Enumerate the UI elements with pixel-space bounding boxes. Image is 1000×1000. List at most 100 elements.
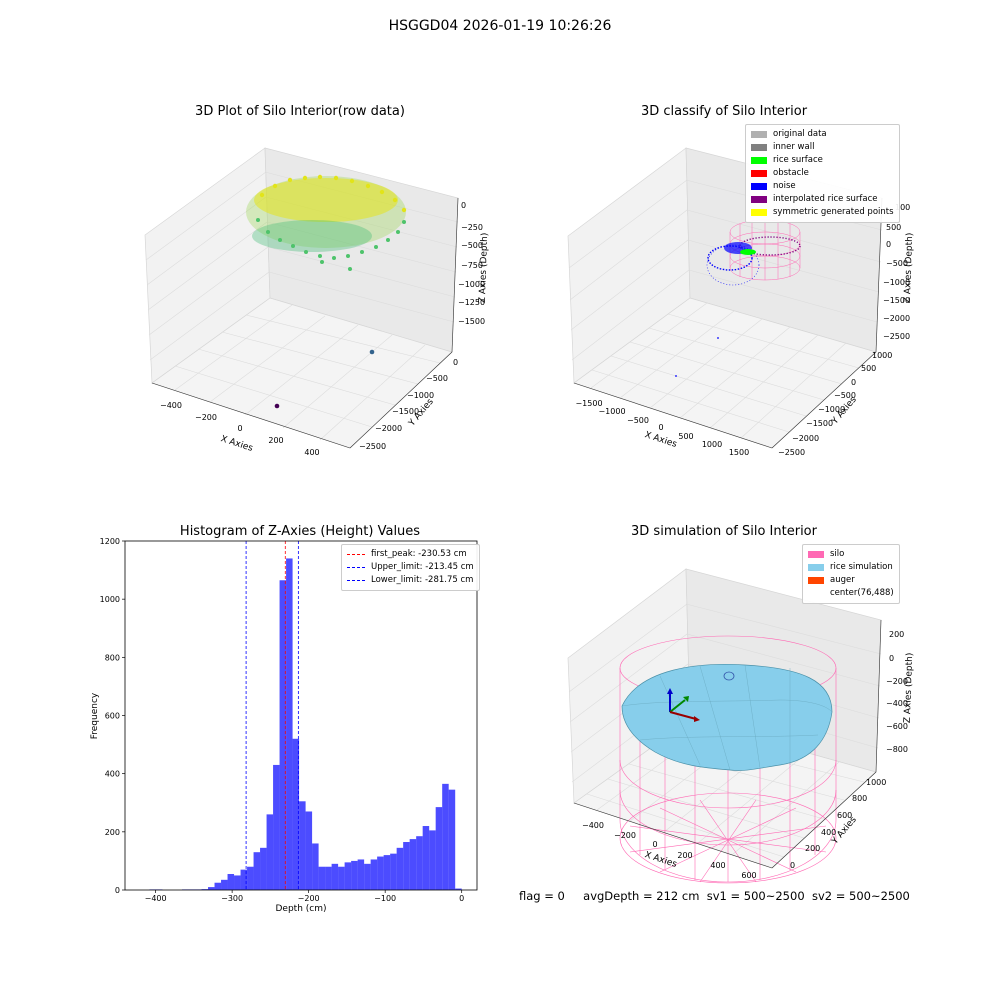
histogram-bar [221,879,228,890]
legend-item: original data [751,128,894,141]
legend-label: symmetric generated points [773,207,894,217]
histogram-bar [390,853,397,890]
histogram-bar [247,866,254,890]
raw-xtick: 200 [268,436,283,445]
histogram-bar [435,807,443,890]
histogram-bar [409,839,417,890]
simulation-ztick: 0 [889,654,894,663]
histogram-xtick-label: −400 [145,894,167,903]
classify-xtick: 1500 [729,448,749,457]
raw-zlabel: Z Axies (Depth) [478,233,490,304]
legend-item: first_peak: -230.53 cm [347,548,474,561]
histogram-bar [325,866,332,890]
simulation-xtick: 600 [741,871,756,880]
classify-xtick: −1000 [598,407,625,416]
legend-item: silo [808,548,894,561]
legend-label: original data [773,129,827,139]
legend-swatch [751,170,767,177]
classify-xlabel: X Axies [643,430,678,450]
legend-swatch [751,157,767,164]
classify-ytick: −1000 [818,405,845,414]
histogram-yticks: 0 200 400 600 800 1000 1200 [100,537,125,895]
simulation-xtick: 400 [710,861,725,870]
raw-xtick: −200 [195,413,217,422]
raw-point-cloud [246,174,407,271]
histogram-title: Histogram of Z-Axies (Height) Values [179,524,421,539]
histogram-bar [448,789,456,890]
legend-label: Lower_limit: -281.75 cm [371,575,474,585]
legend-item: noise [751,180,894,193]
histogram-bar [201,889,209,890]
legend-label: noise [773,181,796,191]
simulation-xtick: −200 [614,831,636,840]
histogram-bar [377,856,384,890]
histogram-bars [149,558,462,890]
raw-ztick: −750 [461,261,483,270]
classify-ztick-partial: 100 [895,203,910,212]
histogram-bar [351,860,358,890]
legend-label: Upper_limit: -213.45 cm [371,562,474,572]
histogram-axes: −400 −300 −200 −100 0 020040060080010001200 … [90,537,478,914]
legend-item: obstacle [751,167,894,180]
classify-ytick: −2500 [778,448,805,457]
raw-ztick: −1250 [458,298,485,307]
classify-xtick: 500 [678,432,693,441]
classify-ztick: −1500 [883,296,910,305]
histogram-bar [292,738,300,890]
simulation-ytick: 200 [805,844,820,853]
legend-label: first_peak: -230.53 cm [371,549,467,559]
histogram-ytick-label: 1000 [100,595,120,604]
raw-xtick: −400 [160,401,182,410]
raw-3d-axes: −400 −200 0 200 400 X Axies 0 −500 −1000… [144,147,490,457]
classify-3d-axes: −1500 −1000 −500 0 500 1000 1500 X Axies… [567,147,915,457]
classify-ytick: −2000 [792,434,819,443]
legend-line [347,567,365,568]
avg-depth-text: avgDepth = 212 cm [583,889,700,903]
legend-label: rice surface [773,155,823,165]
classify-ytick: 1000 [872,351,892,360]
classify-ztick: −500 [886,259,908,268]
simulation-rice-surface [621,663,833,771]
histogram-bar [266,814,274,890]
classify-xtick: 1000 [702,440,722,449]
histogram-bar [253,852,261,890]
raw-ztick: −1500 [458,317,485,326]
simulation-xtick: 200 [677,851,692,860]
classify-interpolated-surface [739,236,801,256]
legend-label: obstacle [773,168,809,178]
histogram-bar [279,580,287,890]
legend-swatch [808,564,824,571]
simulation-xlabel: X Axies [643,850,678,870]
classify-xtick: 0 [658,423,663,432]
legend-swatch [751,183,767,190]
legend-item: Lower_limit: -281.75 cm [347,574,474,587]
histogram-bar [227,874,235,890]
histogram-bar [240,869,248,890]
classify-legend: original data inner wall rice surface ob… [745,124,900,223]
simulation-3d-axes: −400 −200 0 200 400 600 X Axies 0 200 40… [567,568,915,884]
histogram-xtick-label: −100 [374,894,396,903]
histogram-xtick-label: −200 [298,894,320,903]
histogram-bar [208,887,215,890]
histogram-ytick-label: 0 [115,886,120,895]
histogram-bar [305,811,313,890]
simulation-ytick: 800 [852,794,867,803]
simulation-orientation-arrows [667,688,700,722]
legend-swatch [751,144,767,151]
classify-zlabel: Z Axies (Depth) [903,233,915,304]
histogram-bar [357,859,365,890]
legend-label: center(76,488) [830,588,894,598]
histogram-bar [455,888,462,890]
simulation-rice-mesh [621,664,833,771]
histogram-bar [370,859,378,890]
histogram-bar [234,875,241,890]
histogram-ytick-label: 1200 [100,537,120,546]
classify-xtick: −1500 [575,399,602,408]
histogram-bar [403,842,410,890]
legend-swatch [751,209,767,216]
classify-ytick: 500 [861,364,876,373]
raw-ztick: −250 [461,223,483,232]
legend-line [347,554,365,555]
histogram-legend: first_peak: -230.53 cm Upper_limit: -213… [341,544,480,591]
raw-xtick: 0 [237,424,242,433]
